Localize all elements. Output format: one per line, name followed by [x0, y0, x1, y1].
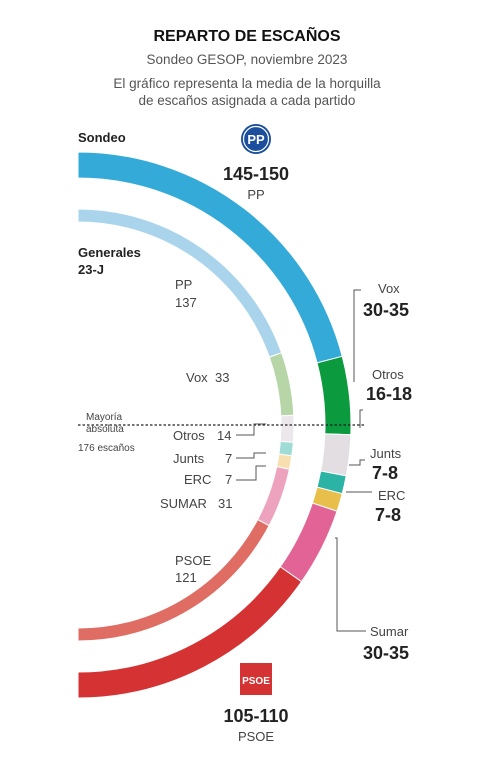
label-gen-erc-seats: 7: [225, 472, 232, 487]
leader-junts: [349, 459, 365, 466]
generales-segment-otros: [279, 414, 295, 443]
label-gen-sumar-seats: 31: [218, 496, 232, 511]
generales-segment-vox: [268, 352, 295, 417]
series-label-sondeo: Sondeo: [78, 130, 126, 145]
label-gen-vox-party: Vox: [186, 370, 208, 385]
generales-segment-sumar: [256, 466, 291, 527]
chart-title: REPARTO DE ESCAÑOS: [154, 25, 341, 45]
label-gen-otros-party: Otros: [173, 428, 205, 443]
label-sondeo-pp-party: PP: [247, 187, 264, 202]
pp-logo: PP: [241, 124, 271, 154]
majority-label-line3: 176 escaños: [78, 443, 135, 454]
label-gen-junts-seats: 7: [225, 451, 232, 466]
sondeo-segment-vox: [316, 355, 352, 436]
sondeo-segment-psoe: [77, 566, 303, 699]
sondeo-ring: [77, 151, 352, 699]
label-gen-erc-party: ERC: [184, 472, 211, 487]
label-sondeo-otros-seats: 16-18: [366, 384, 412, 404]
sondeo-segment-otros: [320, 433, 352, 477]
chart-note-line2: de escaños asignada a cada partido: [139, 93, 356, 108]
label-gen-psoe-party: PSOE: [175, 553, 211, 568]
label-sondeo-psoe-party: PSOE: [238, 729, 274, 744]
label-sondeo-vox-party: Vox: [378, 281, 400, 296]
leader-gen-erc: [236, 465, 266, 481]
generales-ring: [77, 208, 295, 642]
label-sondeo-erc-seats: 7-8: [375, 505, 401, 525]
label-sondeo-pp-seats: 145-150: [223, 164, 289, 184]
leader-sumar: [335, 537, 366, 632]
label-sondeo-psoe-seats: 105-110: [223, 706, 288, 726]
leader-otros: [359, 409, 363, 428]
label-sondeo-erc-party: ERC: [378, 488, 405, 503]
label-gen-sumar-party: SUMAR: [160, 496, 207, 511]
label-gen-pp-party: PP: [175, 277, 192, 292]
generales-segment-psoe: [77, 518, 270, 642]
label-gen-vox-seats: 33: [215, 370, 229, 385]
leader-gen-otros: [236, 423, 266, 436]
label-sondeo-sumar-seats: 30-35: [363, 643, 409, 663]
label-sondeo-junts-seats: 7-8: [372, 463, 398, 483]
majority-label-line2: absoluta: [86, 424, 124, 435]
label-sondeo-sumar-party: Sumar: [370, 624, 409, 639]
label-sondeo-otros-party: Otros: [372, 367, 404, 382]
psoe-logo-text: PSOE: [242, 676, 270, 687]
majority-label-line1: Mayoría: [86, 412, 123, 423]
label-gen-psoe-seats: 121: [175, 570, 197, 585]
label-gen-junts-party: Junts: [173, 451, 205, 466]
pp-logo-text: PP: [247, 132, 265, 147]
label-sondeo-junts-party: Junts: [370, 446, 402, 461]
series-label-generales: Generales: [78, 245, 141, 260]
leader-gen-junts: [236, 452, 266, 459]
psoe-logo: PSOE: [240, 663, 272, 695]
sondeo-segment-sumar: [279, 502, 338, 583]
generales-segment-junts: [278, 440, 294, 457]
chart-note-line1: El gráfico representa la media de la hor…: [113, 76, 381, 91]
label-sondeo-vox-seats: 30-35: [363, 300, 409, 320]
leader-vox: [353, 289, 361, 382]
chart-subtitle: Sondeo GESOP, noviembre 2023: [147, 52, 348, 67]
label-gen-pp-seats: 137: [175, 295, 197, 310]
series-label-generales-date: 23-J: [78, 262, 104, 277]
label-gen-otros-seats: 14: [217, 428, 231, 443]
